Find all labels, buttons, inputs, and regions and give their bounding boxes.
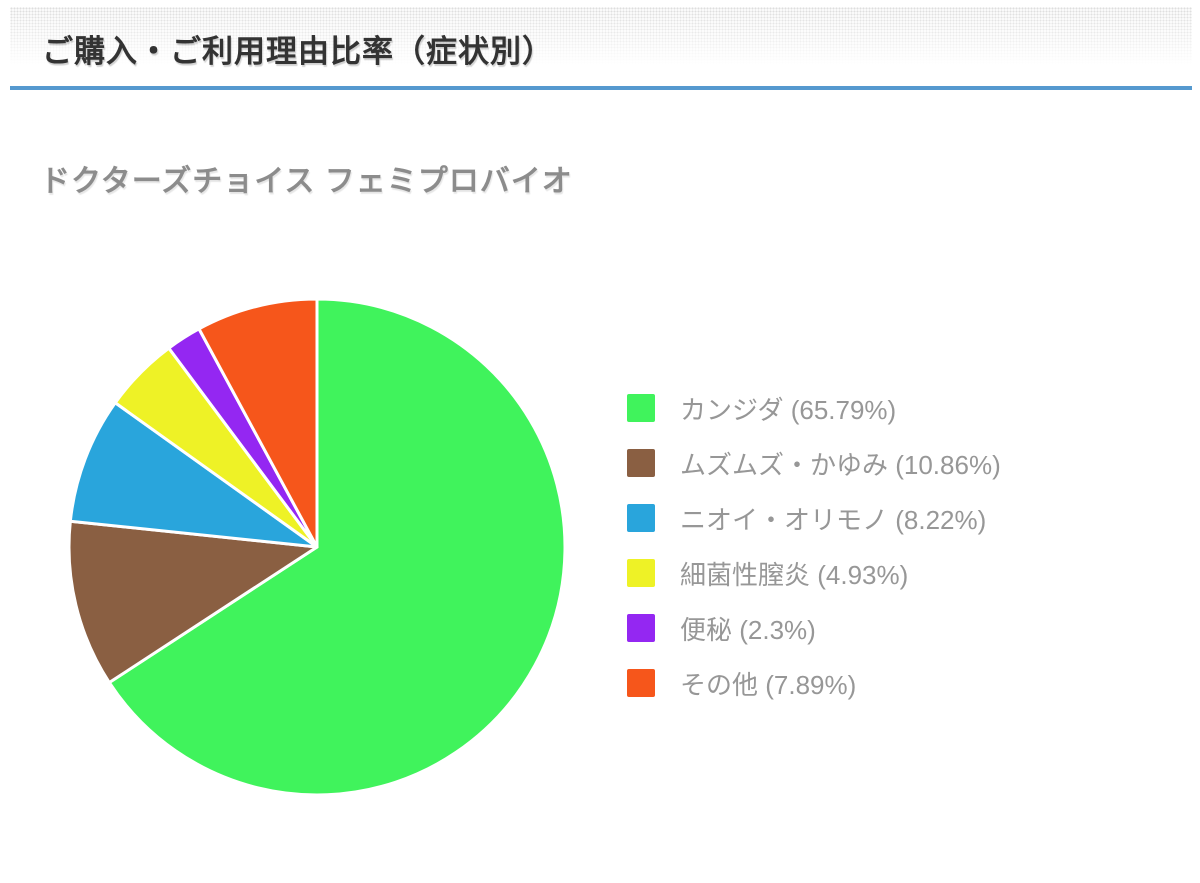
legend-item-1: カンジダ (65.79%) — [627, 394, 1001, 425]
legend-label: その他 (7.89%) — [680, 669, 857, 700]
legend-swatch — [627, 559, 655, 587]
page-header: ご購入・ご利用理由比率（症状別） — [10, 7, 1192, 86]
chart-title: ドクターズチョイス フェミプロバイオ — [40, 165, 573, 198]
legend-swatch — [627, 394, 655, 422]
pie-slice-6 — [197, 297, 319, 549]
legend-label: 便秘 (2.3%) — [680, 614, 816, 645]
header-divider — [10, 86, 1192, 90]
legend-swatch — [627, 504, 655, 532]
page-title: ご購入・ご利用理由比率（症状別） — [42, 34, 554, 69]
legend-label: ニオイ・オリモノ (8.22%) — [680, 504, 987, 535]
pie-slice-3 — [68, 401, 319, 549]
legend-item-3: ニオイ・オリモノ (8.22%) — [627, 504, 1001, 535]
pie-chart — [65, 295, 569, 799]
legend-swatch — [627, 449, 655, 477]
legend-item-6: その他 (7.89%) — [627, 669, 1001, 700]
chart-legend: カンジダ (65.79%) ムズムズ・かゆみ (10.86%) ニオイ・オリモノ (… — [627, 394, 1001, 724]
pie-slice-2 — [67, 519, 319, 685]
legend-swatch — [627, 669, 655, 697]
legend-swatch — [627, 614, 655, 642]
legend-label: 細菌性膣炎 (4.93%) — [680, 559, 909, 590]
legend-item-5: 便秘 (2.3%) — [627, 614, 1001, 645]
legend-item-2: ムズムズ・かゆみ (10.86%) — [627, 449, 1001, 480]
legend-label: カンジダ (65.79%) — [680, 394, 897, 425]
pie-slice-1 — [107, 297, 567, 797]
legend-label: ムズムズ・かゆみ (10.86%) — [680, 449, 1001, 480]
legend-item-4: 細菌性膣炎 (4.93%) — [627, 559, 1001, 590]
